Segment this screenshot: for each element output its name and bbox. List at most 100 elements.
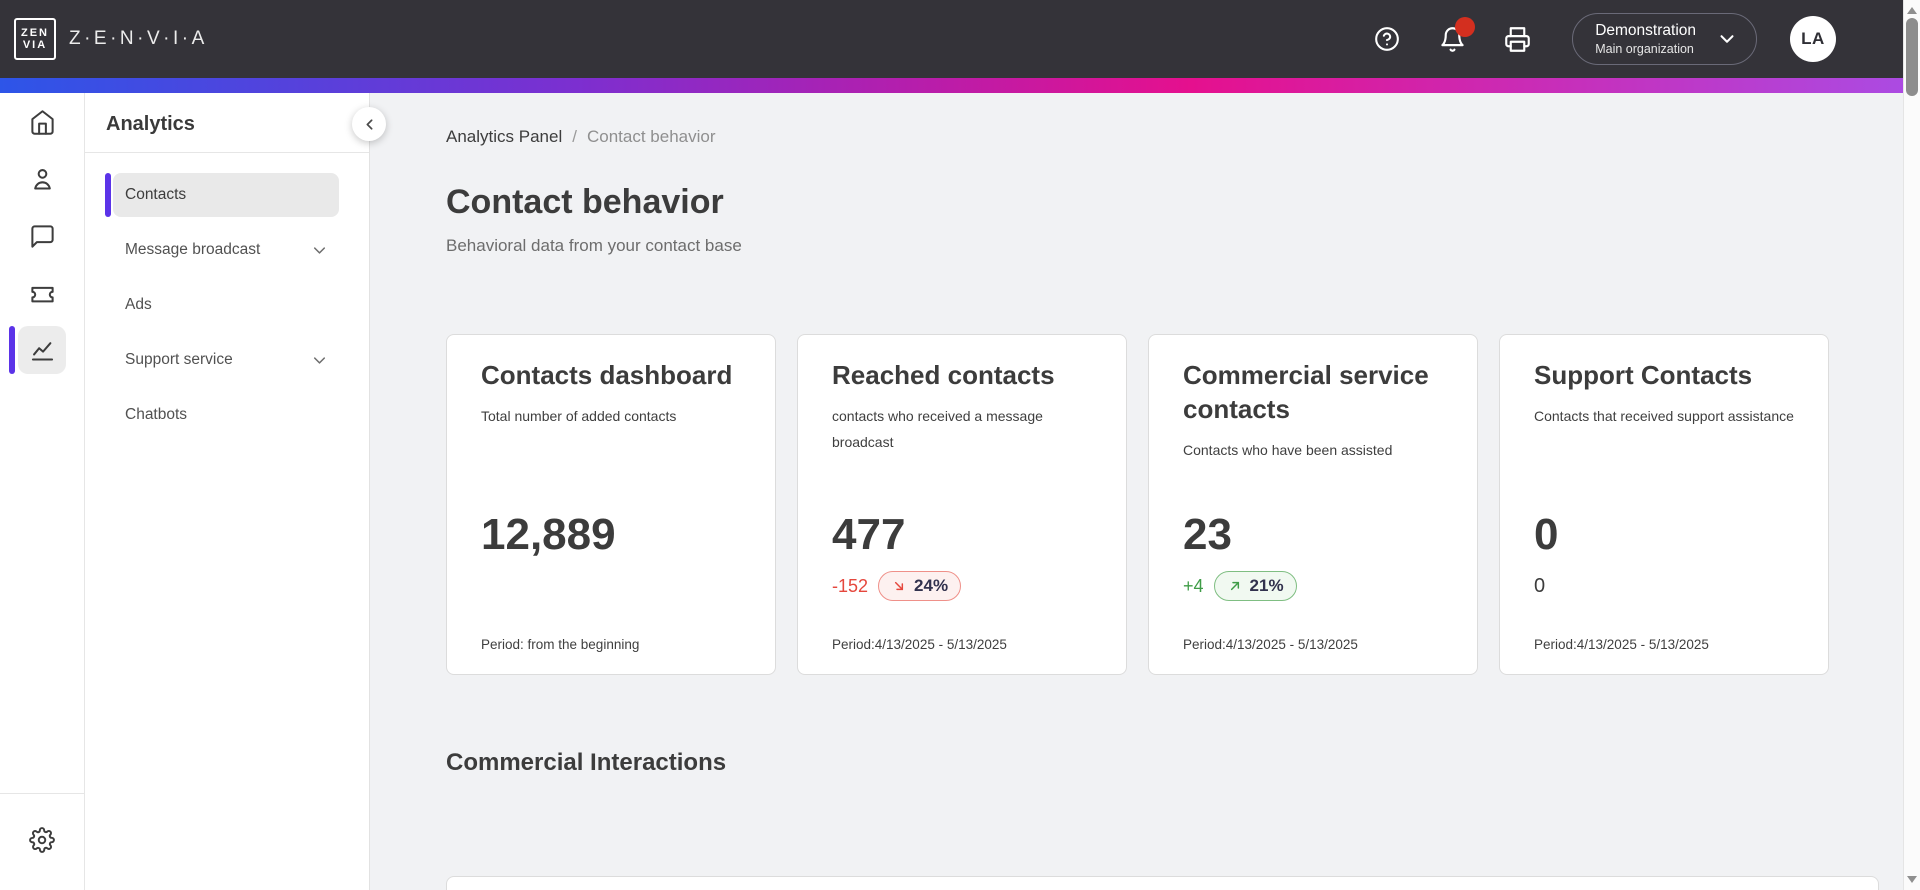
trend-badge-up: 21% — [1213, 571, 1297, 602]
badge-percent: 21% — [1249, 576, 1284, 596]
organization-text: Demonstration Main organization — [1595, 21, 1696, 57]
sidebar-item-ads[interactable]: Ads — [113, 283, 339, 327]
chevron-down-icon — [1716, 28, 1738, 50]
home-icon — [29, 109, 56, 136]
selected-item-accent — [105, 173, 111, 217]
sidebar-collapse-button[interactable] — [352, 107, 386, 141]
sidebar-items: Contacts Message broadcast Ads Support s… — [85, 153, 369, 437]
topbar-actions: Demonstration Main organization LA — [1371, 13, 1880, 65]
delta-value: -152 — [832, 575, 869, 596]
notification-badge — [1455, 17, 1476, 37]
gear-icon — [29, 827, 55, 853]
card-title: Contacts dashboard — [481, 360, 733, 391]
ticket-icon — [29, 280, 56, 307]
page-title: Contact behavior — [446, 183, 724, 221]
chevron-down-icon — [310, 351, 329, 370]
card-reached-contacts: Reached contacts contacts who received a… — [797, 334, 1127, 676]
card-value: 0 — [1534, 510, 1559, 560]
zenvia-logo-icon: ZEN VIA — [14, 18, 56, 60]
sidebar-title: Analytics — [106, 113, 195, 135]
scrollbar-up-arrow[interactable] — [1907, 7, 1917, 14]
card-delta-row — [481, 565, 741, 607]
person-icon — [29, 166, 56, 193]
card-value: 23 — [1183, 510, 1232, 560]
card-value: 477 — [832, 510, 906, 560]
card-period: Period: from the beginning — [481, 637, 640, 653]
commercial-interactions-panel — [446, 876, 1879, 890]
card-contacts-dashboard: Contacts dashboard Total number of added… — [446, 334, 776, 676]
sidebar-item-support-service[interactable]: Support service — [113, 338, 339, 382]
user-avatar[interactable]: LA — [1790, 16, 1836, 62]
sidebar-item-contacts[interactable]: Contacts — [105, 173, 339, 217]
sidebar-item-label: Chatbots — [125, 406, 188, 423]
settings-button[interactable] — [18, 816, 66, 864]
trend-badge-down: 24% — [878, 571, 962, 602]
chat-bubble-icon — [29, 223, 56, 250]
sidebar-item-chatbots[interactable]: Chatbots — [113, 393, 339, 437]
sidebar-divider — [85, 152, 369, 153]
arrow-down-right-icon — [891, 578, 907, 594]
card-subtitle: contacts who received a message broadcas… — [832, 407, 1043, 451]
rail-footer — [0, 793, 84, 890]
gradient-accent-bar — [0, 78, 1920, 93]
analytics-sidebar: Analytics Contacts Message broadcast Ads… — [85, 93, 386, 890]
nav-analytics-button[interactable] — [18, 326, 66, 374]
badge-percent: 24% — [914, 576, 949, 596]
nav-conversations-button[interactable] — [18, 212, 66, 260]
top-bar: ZEN VIA Z·E·N·V·I·A — [0, 0, 1920, 78]
line-chart-icon — [29, 337, 56, 364]
organization-name: Demonstration — [1595, 21, 1696, 39]
scrollbar-down-arrow[interactable] — [1907, 876, 1917, 883]
sidebar-item-label: Message broadcast — [125, 241, 261, 258]
sidebar-item-message-broadcast[interactable]: Message broadcast — [113, 228, 339, 272]
secondary-value: 0 — [1534, 574, 1546, 597]
sidebar-item-label: Ads — [125, 296, 152, 313]
section-title-commercial-interactions: Commercial Interactions — [446, 749, 727, 777]
print-button[interactable] — [1501, 23, 1533, 55]
card-delta-row: 0 — [1534, 565, 1794, 607]
nav-rail — [0, 93, 85, 890]
app-shell: Analytics Contacts Message broadcast Ads… — [0, 93, 1920, 890]
chevron-down-icon — [310, 241, 329, 260]
card-title: Commercial service contacts — [1183, 360, 1429, 424]
organization-subtitle: Main organization — [1595, 41, 1694, 56]
card-delta-row: +4 21% — [1183, 565, 1443, 607]
card-support-contacts: Support Contacts Contacts that received … — [1499, 334, 1829, 676]
card-period: Period:4/13/2025 - 5/13/2025 — [1183, 637, 1358, 653]
delta-value: +4 — [1183, 575, 1204, 596]
card-title: Support Contacts — [1534, 360, 1753, 391]
help-icon — [1374, 26, 1400, 52]
help-button[interactable] — [1371, 23, 1403, 55]
card-title: Reached contacts — [832, 360, 1055, 391]
logo-box-bottom: VIA — [22, 39, 48, 51]
card-value: 12,889 — [481, 510, 616, 560]
card-period: Period:4/13/2025 - 5/13/2025 — [1534, 637, 1709, 653]
brand-wordmark: Z·E·N·V·I·A — [69, 28, 208, 49]
sidebar-item-label: Support service — [125, 351, 233, 368]
nav-tickets-button[interactable] — [18, 269, 66, 317]
scrollbar — [1903, 0, 1920, 890]
nav-contacts-button[interactable] — [18, 155, 66, 203]
logo-box-top: ZEN — [21, 26, 49, 39]
chevron-left-icon — [361, 116, 378, 133]
organization-selector[interactable]: Demonstration Main organization — [1572, 13, 1757, 65]
main-content: Analytics Panel / Contact behavior Conta… — [370, 93, 1920, 890]
sidebar-item-label: Contacts — [125, 186, 187, 203]
breadcrumb-separator: / — [572, 127, 577, 146]
breadcrumb: Analytics Panel / Contact behavior — [446, 127, 1920, 147]
card-period: Period:4/13/2025 - 5/13/2025 — [832, 637, 1007, 653]
stat-cards-row: Contacts dashboard Total number of added… — [446, 334, 1920, 676]
nav-home-button[interactable] — [18, 98, 66, 146]
scrollbar-thumb[interactable] — [1906, 18, 1918, 96]
notifications-button[interactable] — [1436, 17, 1476, 55]
breadcrumb-current: Contact behavior — [586, 127, 716, 146]
card-subtitle: Contacts who have been assisted — [1183, 441, 1393, 458]
card-commercial-service-contacts: Commercial service contacts Contacts who… — [1148, 334, 1478, 676]
card-subtitle: Total number of added contacts — [481, 407, 677, 424]
rail-selected-accent — [9, 326, 15, 374]
card-delta-row: -152 24% — [832, 565, 1092, 607]
breadcrumb-analytics-panel[interactable]: Analytics Panel — [446, 127, 563, 146]
card-subtitle: Contacts that received support assistanc… — [1534, 407, 1794, 424]
bell-icon — [1439, 26, 1466, 53]
page-subtitle: Behavioral data from your contact base — [446, 236, 742, 256]
